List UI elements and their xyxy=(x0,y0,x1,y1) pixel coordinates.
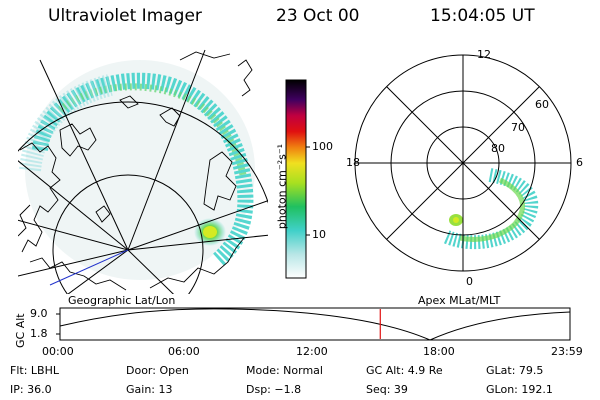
time-tick-0600: 06:00 xyxy=(168,345,200,358)
alt-tick-1-8: 1.8 xyxy=(30,327,48,340)
mlat-label-70: 70 xyxy=(511,121,525,134)
colorbar-tick-100: 100 xyxy=(312,140,333,153)
time-label: 15:04:05 UT xyxy=(430,6,535,26)
mlt-label-6: 6 xyxy=(576,156,583,169)
glon-info: GLon: 192.1 xyxy=(486,383,553,396)
mode-info: Mode: Normal xyxy=(246,364,323,377)
door-info: Door: Open xyxy=(126,364,189,377)
colorbar-tick-10: 10 xyxy=(312,228,326,241)
app-title: Ultraviolet Imager xyxy=(48,6,202,26)
time-tick-0000: 00:00 xyxy=(42,345,74,358)
mlt-label-18: 18 xyxy=(346,156,360,169)
filter-info: Flt: LBHL xyxy=(10,364,59,377)
mlt-label-12: 12 xyxy=(477,48,491,61)
mlat-label-80: 80 xyxy=(491,142,505,155)
apex-panel-label: Apex MLat/MLT xyxy=(418,294,501,307)
geographic-panel-label: Geographic Lat/Lon xyxy=(68,294,176,307)
mlt-label-0: 0 xyxy=(466,275,473,288)
gain-info: Gain: 13 xyxy=(126,383,173,396)
seq-info: Seq: 39 xyxy=(366,383,408,396)
time-tick-2359: 23:59 xyxy=(551,345,583,358)
gc-alt-info: GC Alt: 4.9 Re xyxy=(366,364,443,377)
alt-tick-9: 9.0 xyxy=(30,307,48,320)
ip-info: IP: 36.0 xyxy=(10,383,52,396)
time-tick-1800: 18:00 xyxy=(423,345,455,358)
altitude-axis-label: GC Alt xyxy=(14,313,27,348)
time-tick-1200: 12:00 xyxy=(296,345,328,358)
dsp-info: Dsp: −1.8 xyxy=(246,383,302,396)
date-label: 23 Oct 00 xyxy=(276,6,360,26)
glat-info: GLat: 79.5 xyxy=(486,364,544,377)
mlat-label-60: 60 xyxy=(535,98,549,111)
